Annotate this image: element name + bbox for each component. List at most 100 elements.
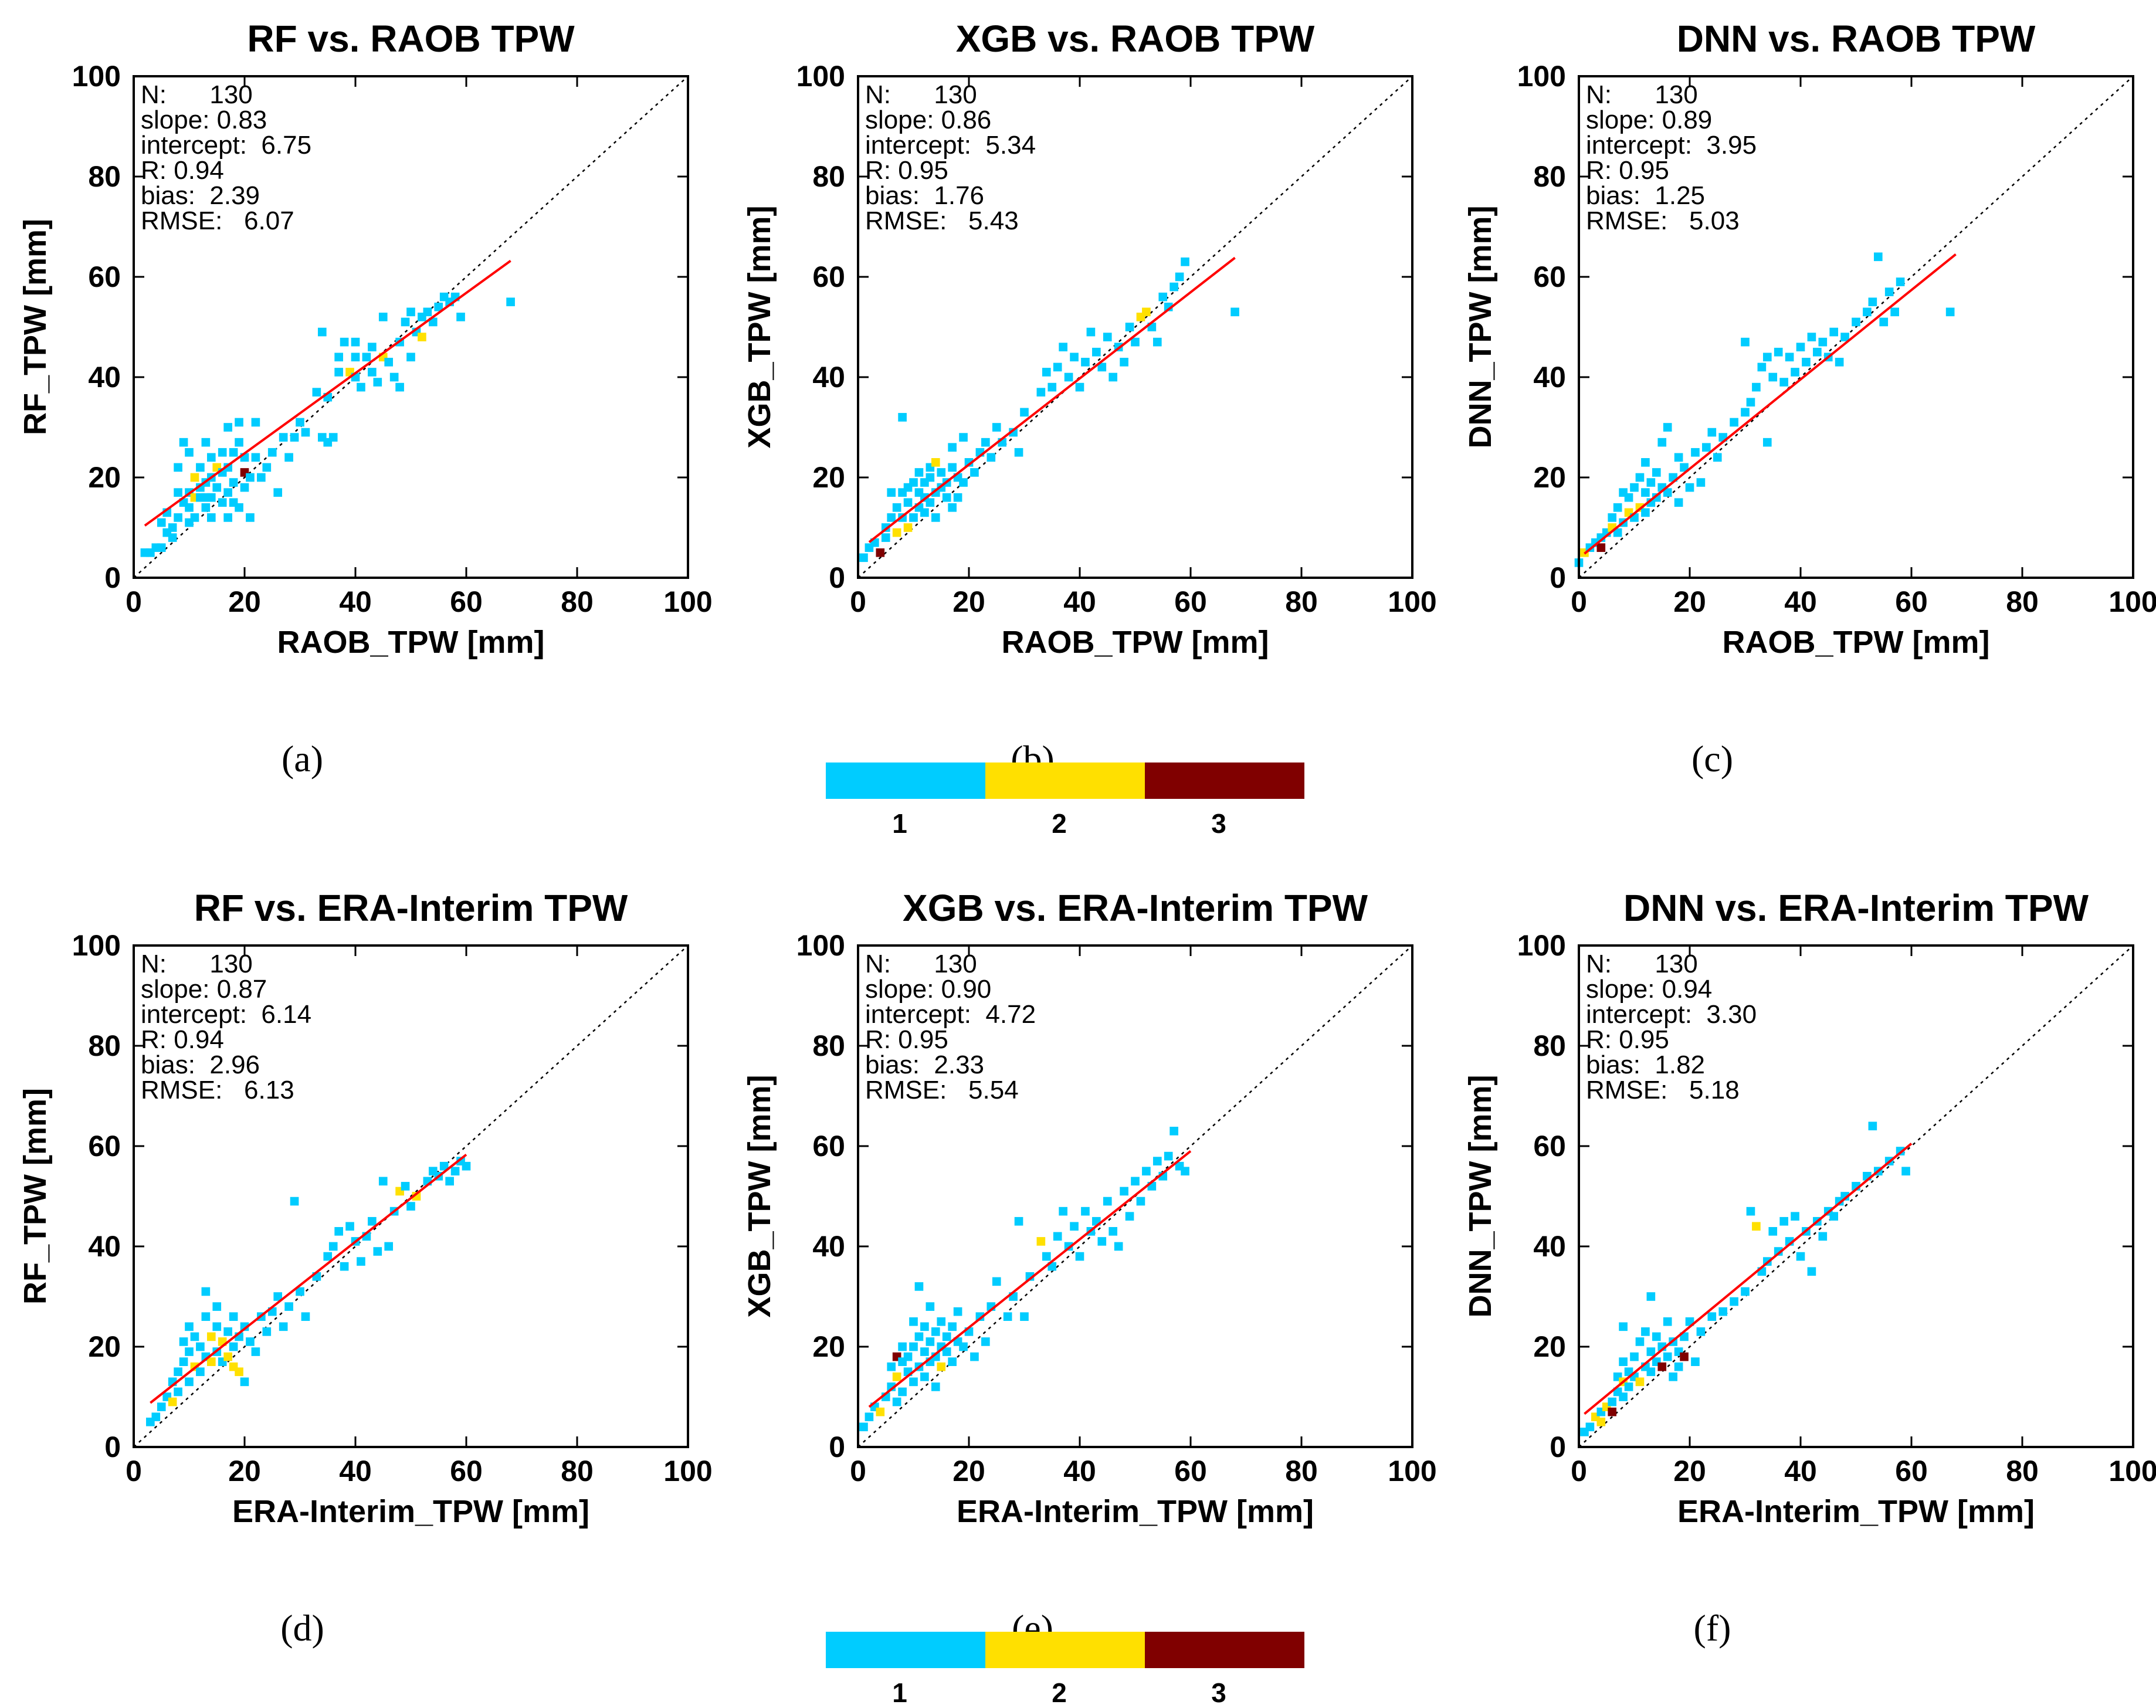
data-point: [1164, 1151, 1173, 1161]
data-point: [401, 1182, 410, 1191]
colorbar-label: 1: [892, 1678, 907, 1708]
x-tick-label: 0: [1571, 1455, 1587, 1487]
data-point: [1142, 307, 1151, 317]
data-point: [1169, 1127, 1178, 1136]
data-point: [185, 1322, 194, 1331]
data-point: [273, 1292, 283, 1301]
data-point: [1613, 528, 1622, 537]
data-point: [1114, 1242, 1123, 1251]
colorbar-segment-3: [1145, 1632, 1304, 1668]
chart-title: XGB vs. RAOB TPW: [956, 18, 1315, 60]
plot-frame: [133, 75, 689, 579]
stat-line: RMSE: 5.54: [865, 1076, 1019, 1104]
data-point: [926, 1337, 935, 1346]
data-point: [1646, 478, 1656, 487]
data-point: [887, 1362, 896, 1371]
stat-line: bias: 1.25: [1586, 181, 1705, 210]
data-point: [1779, 1216, 1788, 1226]
data-point: [1730, 1297, 1738, 1306]
stat-line: bias: 2.39: [141, 181, 260, 210]
chart-title: DNN vs. ERA-Interim TPW: [1623, 887, 2089, 929]
data-point: [948, 463, 957, 472]
data-point: [914, 1332, 924, 1341]
data-point: [246, 513, 255, 522]
data-point: [1785, 353, 1794, 362]
data-point: [251, 453, 260, 462]
x-axis-label: RAOB_TPW [mm]: [1723, 625, 1990, 660]
data-point: [903, 498, 913, 507]
data-point: [1053, 1232, 1062, 1241]
x-tick-label: 20: [1673, 1455, 1706, 1487]
scatter-panel-e: XGB vs. ERA-Interim TPW 00 20 20 40 40 60 60 80 8…: [742, 887, 1437, 1649]
data-point: [964, 458, 974, 467]
panel-label: (a): [282, 738, 323, 780]
data-point: [1796, 343, 1805, 352]
x-tick-label: 40: [339, 1455, 372, 1487]
data-point: [201, 438, 211, 447]
stat-line: RMSE: 5.43: [865, 206, 1019, 235]
regression-line: [144, 260, 511, 527]
data-point: [235, 1367, 243, 1377]
data-point: [445, 1177, 454, 1186]
stat-line: intercept: 3.95: [1586, 131, 1757, 160]
data-point: [1635, 473, 1645, 482]
data-point: [970, 468, 979, 477]
data-point: [887, 488, 896, 497]
data-point: [1852, 317, 1860, 327]
data-point: [196, 463, 205, 472]
data-point: [218, 448, 227, 457]
x-axis-label: ERA-Interim_TPW [mm]: [1677, 1494, 2035, 1529]
x-tick-label: 100: [2108, 1455, 2156, 1487]
data-point: [1596, 1417, 1606, 1426]
x-tick-label: 100: [663, 1455, 712, 1487]
stat-line: R: 0.95: [1586, 1025, 1669, 1054]
data-point: [953, 1307, 962, 1316]
data-point: [1884, 287, 1894, 296]
stat-line: RMSE: 5.18: [1586, 1076, 1740, 1104]
data-point: [1230, 307, 1239, 317]
data-point: [1014, 448, 1023, 457]
colorbar-segment-2: [985, 1632, 1145, 1668]
data-point: [942, 1347, 951, 1356]
stat-line: slope: 0.94: [1586, 975, 1712, 1004]
stat-line: intercept: 6.14: [141, 1000, 311, 1029]
y-tick-label: 40: [1533, 361, 1566, 394]
data-point: [1036, 1237, 1046, 1246]
data-point: [1097, 1237, 1107, 1246]
plot-frame: [133, 944, 689, 1448]
data-point: [223, 488, 232, 497]
data-point: [1175, 272, 1184, 282]
data-point: [1663, 1317, 1672, 1326]
x-tick-label: 20: [228, 585, 261, 618]
scatter-panel-a: RF vs. RAOB TPW 00 20 20 40 40 60 60 80 80 100 100 R…: [18, 18, 713, 780]
panel-label: (f): [1694, 1607, 1731, 1649]
data-point: [174, 513, 182, 522]
data-point: [931, 458, 940, 467]
data-point: [345, 1222, 354, 1231]
data-point: [334, 353, 343, 362]
data-point: [1680, 463, 1689, 472]
data-point: [1641, 1327, 1650, 1336]
y-axis-label: XGB_TPW [mm]: [742, 1075, 777, 1317]
data-point: [1630, 483, 1639, 492]
data-point: [223, 423, 232, 432]
stat-line: intercept: 4.72: [865, 1000, 1036, 1029]
data-point: [1181, 1167, 1189, 1176]
data-point: [179, 1337, 188, 1346]
data-point: [439, 1161, 449, 1171]
stat-line: R: 0.95: [865, 1025, 948, 1054]
y-tick-label: 100: [1517, 929, 1566, 962]
y-tick-label: 100: [72, 60, 121, 93]
data-point: [190, 473, 199, 482]
data-point: [368, 343, 377, 352]
data-point: [1624, 493, 1633, 502]
data-point: [876, 1407, 885, 1416]
data-point: [859, 553, 868, 562]
plot-frame: [857, 944, 1413, 1448]
data-point: [174, 488, 182, 497]
x-tick-label: 40: [1784, 585, 1817, 618]
stat-line: RMSE: 6.13: [141, 1076, 294, 1104]
y-tick-label: 60: [88, 1130, 121, 1163]
data-point: [1879, 317, 1889, 327]
